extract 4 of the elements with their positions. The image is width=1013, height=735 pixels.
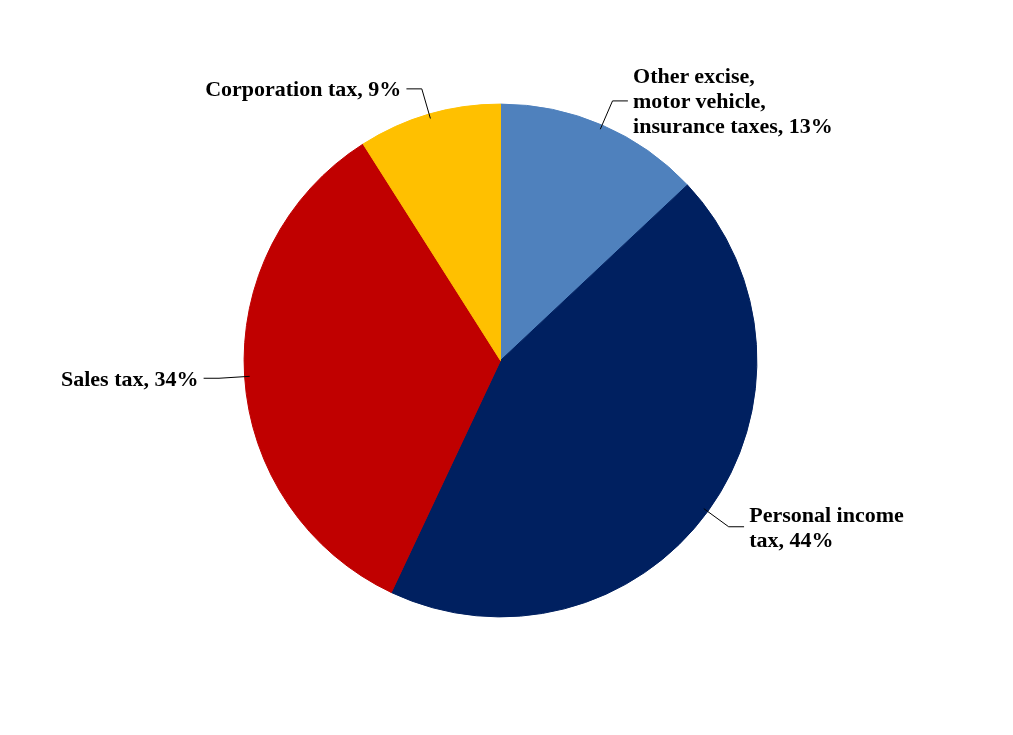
slice-label: Other excise, motor vehicle, insurance taxes, 13%	[633, 63, 833, 139]
slice-label: Sales tax, 34%	[60, 365, 199, 391]
slice-label: Corporation tax, 9%	[205, 76, 402, 102]
slice-label: Personal income tax, 44%	[749, 501, 905, 552]
